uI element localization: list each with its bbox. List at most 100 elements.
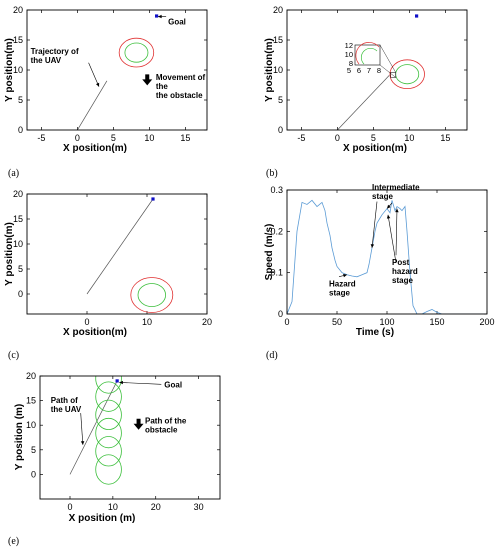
y-tick-label: 0 [31,469,36,479]
x-tick-label: 0 [75,133,80,143]
y-tick-label: 20 [26,371,36,381]
annotation-line: the [156,82,169,91]
x-tick-label: 15 [440,133,450,143]
x-axis-label: X position(m) [63,327,127,338]
x-axis-label: Time (s) [356,327,394,338]
plot-area [287,199,487,314]
x-tick-label: 0 [284,317,289,327]
inset-frame [354,44,381,66]
annotation-leader [387,214,397,263]
x-tick-label: 0 [335,133,340,143]
y-tick-label: 0 [18,289,23,299]
x-tick-label: 10 [144,133,154,143]
annotation-arrowhead [158,14,162,19]
y-tick-label: 20 [13,189,23,199]
x-tick-label: -5 [297,133,305,143]
annotation-line: Post [392,258,410,267]
y-tick-label: 5 [278,95,283,105]
axes-frame [26,9,208,131]
annotation-arrowhead [343,273,347,278]
annotation-leader [119,382,162,385]
x-axis-label: X position(m) [63,143,127,154]
y-tick-label: 5 [18,95,23,105]
obstacle-safety-circle [389,59,425,89]
zoom-connector [379,64,396,78]
annotation-arrowhead [80,441,85,445]
y-axis-label: Y position(m) [4,38,15,102]
y-tick-label: 0 [18,125,23,135]
x-tick-label: 10 [142,317,152,327]
trajectory-line [77,80,108,130]
x-tick-label: 20 [151,502,161,512]
annotation-line: stage [372,192,393,201]
y-tick-label: 10 [26,420,36,430]
annotation-line: Hazard [329,280,356,289]
x-tick-label: 0 [67,502,72,512]
annotation-arrowhead [386,214,391,219]
annotation-line: the obstacle [156,91,203,100]
x-tick-label: 30 [194,502,204,512]
x-tick-label: 15 [180,133,190,143]
inset-safety-arc [355,42,380,65]
axes-frame [286,189,488,315]
annotation-line: Goal [164,380,182,389]
y-tick-label: 0.3 [270,185,283,195]
axes-frame [26,193,208,315]
y-tick-label: 0 [278,309,283,319]
inset-x-tick-label: 5 [347,66,351,75]
plot-area [77,14,159,130]
plot-area [69,376,122,485]
obstacle-path-circle [95,417,122,449]
obstacle-path-circle [95,436,122,467]
x-tick-label: 150 [429,317,444,327]
annotation-leader [88,62,100,87]
y-tick-label: 10 [13,239,23,249]
annotation-line: stage [329,289,350,298]
y-tick-label: 10 [13,65,23,75]
annotation-arrowhead [119,380,123,385]
annotation-line: Goal [168,17,186,26]
annotation-arrowhead [387,204,391,209]
y-tick-label: 5 [18,264,23,274]
y-tick-label: 5 [31,445,36,455]
annotation-line: obstacle [145,426,178,435]
speed-series-line [287,199,487,314]
y-axis-label: Y position(m) [4,222,15,286]
x-tick-label: 200 [479,317,494,327]
x-tick-label: -5 [37,133,45,143]
y-tick-label: 0.2 [270,226,283,236]
x-axis-label: X position (m) [69,513,136,524]
panel-label: (a) [8,168,19,179]
x-tick-label: 10 [404,133,414,143]
y-tick-label: 0.1 [270,268,283,278]
annotation-line: hazard [392,267,418,276]
y-axis-label: Y position(m) [264,38,275,102]
x-axis-label: X position(m) [343,143,407,154]
inset-x-tick-label: 8 [377,66,381,75]
obstacle-path-circle [95,381,122,412]
plot-area [86,197,174,313]
y-tick-label: 15 [13,214,23,224]
annotation-line: Movement of [156,73,206,82]
inset-x-tick-label: 6 [357,66,361,75]
x-tick-label: 50 [332,317,342,327]
axes-frame [286,9,468,131]
annotation-leader [371,201,378,248]
goal-marker [155,14,159,18]
plot-area [337,14,425,130]
obstacle-path-circle [95,376,122,394]
x-tick-label: 5 [371,133,376,143]
trajectory-line [86,198,154,295]
zoom-region [390,72,396,78]
movement-arrow [142,74,153,86]
x-tick-label: 10 [108,502,118,512]
annotation-leader [80,413,84,445]
annotation-arrowhead [370,244,375,248]
obstacle-circle [124,42,149,63]
goal-marker [415,14,419,18]
y-tick-label: 15 [13,35,23,45]
goal-marker [115,379,119,383]
annotation-line: Path of [51,396,78,405]
y-tick-label: 0 [278,125,283,135]
